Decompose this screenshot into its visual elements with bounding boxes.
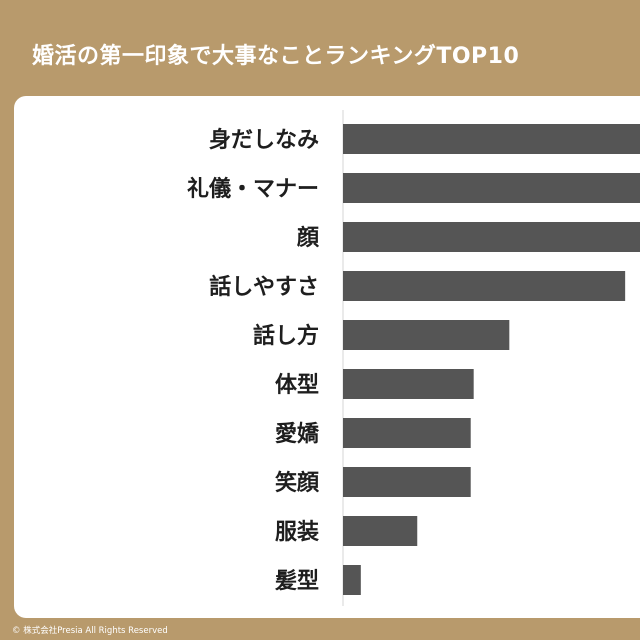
- bar-5: [343, 320, 510, 350]
- category-label-5: 話し方: [253, 323, 319, 349]
- category-label-4: 話しやすさ: [209, 274, 319, 300]
- category-label-1: 身だしなみ: [209, 127, 319, 153]
- bar-8: [343, 467, 471, 497]
- category-label-6: 体型: [275, 373, 319, 398]
- chart-title: 婚活の第一印象で大事なことランキングTOP10: [32, 44, 520, 69]
- bar-10: [343, 565, 361, 595]
- bars-group: [343, 124, 640, 595]
- bar-2: [343, 173, 640, 203]
- category-label-8: 笑顔: [275, 470, 320, 496]
- chart-panel: 身だしなみ礼儀・マナー顔話しやすさ話し方体型愛嬌笑顔服装髪型: [14, 96, 640, 618]
- category-label-7: 愛嬌: [275, 421, 320, 447]
- bar-1: [343, 124, 640, 154]
- category-label-10: 髪型: [274, 569, 319, 594]
- bar-6: [343, 369, 474, 399]
- category-label-9: 服装: [275, 520, 319, 545]
- copyright-text: © 株式会社Presia All Rights Reserved: [12, 626, 168, 636]
- bar-3: [343, 222, 640, 252]
- bar-4: [343, 271, 626, 301]
- bar-9: [343, 516, 418, 546]
- category-label-3: 顔: [296, 225, 320, 251]
- bar-7: [343, 418, 471, 448]
- category-label-2: 礼儀・マナー: [187, 176, 319, 202]
